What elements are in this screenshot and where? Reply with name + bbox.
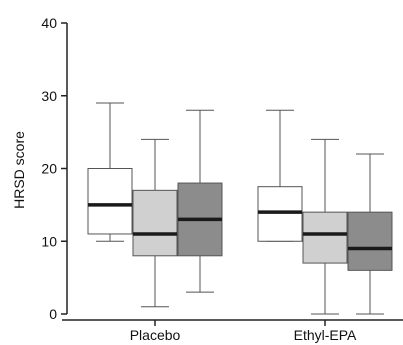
x-category-label: Placebo	[130, 327, 181, 343]
box-2-1	[257, 109, 303, 242]
x-category-label: Ethyl-EPA	[294, 327, 357, 343]
y-tick-label: 10	[41, 233, 57, 249]
y-tick-label: 40	[41, 15, 57, 31]
y-axis-title: HRSD score	[11, 131, 27, 209]
box-1-2	[132, 138, 178, 308]
box-1-3	[177, 109, 223, 293]
y-axis: 0 10 20 30 40	[41, 15, 68, 322]
iqr-box	[257, 186, 303, 242]
iqr-box	[132, 189, 178, 257]
x-axis: Placebo Ethyl-EPA	[62, 319, 403, 343]
box-2-3	[347, 153, 393, 315]
iqr-box	[347, 211, 393, 271]
y-tick-label: 30	[41, 88, 57, 104]
y-tick-label: 0	[49, 306, 57, 322]
boxplot-series	[87, 102, 393, 315]
box-2-2	[302, 138, 348, 315]
box-1-1	[87, 102, 133, 242]
y-tick-label: 20	[41, 161, 57, 177]
iqr-box	[87, 168, 133, 235]
iqr-box	[302, 211, 348, 264]
